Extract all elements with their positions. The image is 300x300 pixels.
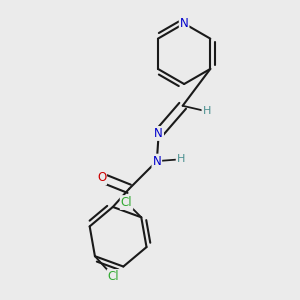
Text: H: H xyxy=(202,106,211,116)
Text: H: H xyxy=(177,154,185,164)
Text: Cl: Cl xyxy=(121,196,132,209)
Text: N: N xyxy=(152,154,161,168)
Text: N: N xyxy=(154,127,163,140)
Text: Cl: Cl xyxy=(108,270,119,283)
Text: N: N xyxy=(180,17,188,30)
Text: O: O xyxy=(97,171,106,184)
